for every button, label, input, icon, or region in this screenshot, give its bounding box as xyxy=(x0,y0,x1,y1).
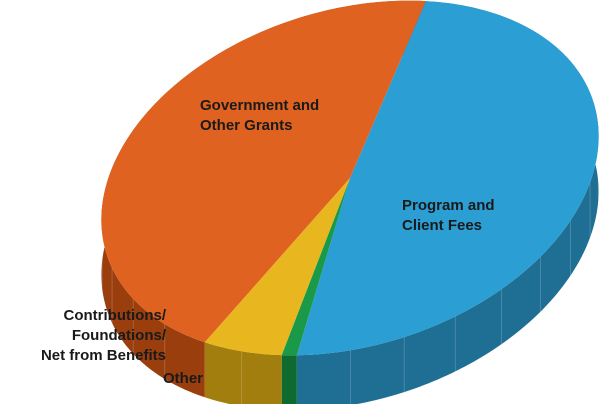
slice-program-and-client-fees xyxy=(296,1,599,356)
slice-contributions-foundations-net-from-benefits xyxy=(204,178,350,356)
slice-label-program-fees: Program and Client Fees xyxy=(402,197,495,234)
slice-side-program-and-client-fees xyxy=(296,1,599,404)
slice-label-contributions: Contributions/ Foundations/ Net from Ben… xyxy=(40,307,166,364)
slice-other xyxy=(281,178,350,356)
slice-side-contributions-foundations-net-from-benefits xyxy=(204,342,282,404)
slice-side-other xyxy=(281,355,297,404)
slice-government-and-other-grants xyxy=(101,0,426,343)
slice-label-government-grants: Government and Other Grants xyxy=(200,97,320,134)
slice-label-other: Other xyxy=(163,370,204,387)
